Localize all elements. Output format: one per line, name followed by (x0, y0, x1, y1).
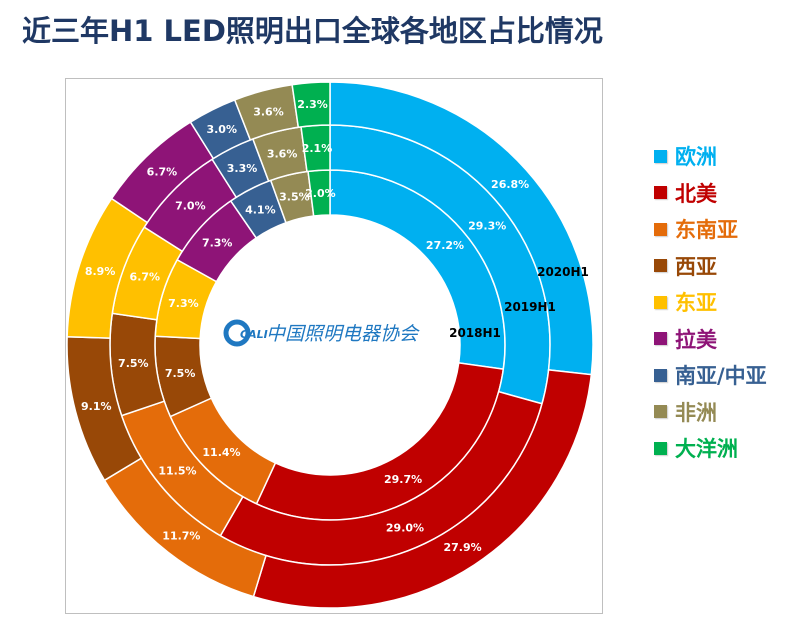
data-label: 9.1% (81, 400, 112, 413)
data-label: 2.0% (305, 187, 336, 200)
legend-swatch (654, 405, 667, 419)
legend-swatch (654, 186, 667, 200)
legend-swatch (654, 222, 667, 236)
data-label: 4.1% (245, 203, 276, 216)
data-label: 2.3% (297, 98, 328, 111)
ring-label-2020H1: 2020H1 (537, 265, 589, 279)
data-label: 27.2% (426, 239, 464, 252)
data-label: 11.7% (162, 529, 200, 542)
legend-item: 东亚 (654, 284, 767, 321)
data-label: 7.3% (202, 236, 233, 249)
data-label: 3.5% (279, 191, 310, 204)
legend-label: 欧洲 (675, 145, 717, 170)
legend-swatch (654, 259, 667, 273)
legend-swatch (654, 368, 667, 382)
legend-swatch (654, 295, 667, 309)
data-label: 26.8% (491, 178, 529, 191)
legend-label: 非洲 (675, 400, 717, 425)
legend-label: 北美 (675, 181, 717, 206)
data-label: 11.5% (158, 464, 196, 477)
data-label: 27.9% (444, 541, 482, 554)
data-label: 29.0% (386, 522, 424, 535)
legend-item: 东南亚 (654, 211, 767, 248)
legend-item: 欧洲 (654, 138, 767, 175)
data-label: 7.5% (165, 367, 196, 380)
ring-label-2019H1: 2019H1 (504, 300, 556, 314)
legend-swatch (654, 441, 667, 455)
data-label: 6.7% (147, 166, 178, 179)
legend-swatch (654, 149, 667, 163)
data-label: 7.3% (168, 297, 199, 310)
chart-frame (65, 78, 603, 614)
legend-label: 拉美 (675, 327, 717, 352)
data-label: 3.6% (267, 147, 298, 160)
legend-swatch (654, 332, 667, 346)
legend-item: 北美 (654, 175, 767, 212)
data-label: 11.4% (202, 446, 240, 459)
data-label: 29.3% (468, 219, 506, 232)
data-label: 3.0% (206, 123, 237, 136)
legend-item: 西亚 (654, 248, 767, 285)
legend-item: 大洋洲 (654, 430, 767, 467)
logo-text: 中国照明电器协会 (266, 323, 420, 345)
data-label: 3.3% (227, 162, 258, 175)
legend-item: 南亚/中亚 (654, 357, 767, 394)
data-label: 7.5% (118, 357, 149, 370)
logo-mark: CALI (240, 328, 268, 341)
legend-label: 南亚/中亚 (675, 364, 767, 389)
data-label: 8.9% (85, 265, 116, 278)
legend-item: 非洲 (654, 394, 767, 431)
data-label: 3.6% (253, 105, 284, 118)
legend-label: 大洋洲 (675, 437, 738, 462)
data-label: 2.1% (302, 142, 333, 155)
legend-label: 西亚 (675, 254, 717, 279)
legend-label: 东亚 (675, 291, 717, 316)
data-label: 6.7% (130, 270, 161, 283)
legend: 欧洲北美东南亚西亚东亚拉美南亚/中亚非洲大洋洲 (654, 138, 767, 467)
legend-item: 拉美 (654, 321, 767, 358)
data-label: 7.0% (175, 199, 206, 212)
data-label: 29.7% (384, 473, 422, 486)
chart-title: 近三年H1 LED照明出口全球各地区占比情况 (22, 14, 603, 48)
legend-label: 东南亚 (675, 218, 738, 243)
ring-label-2018H1: 2018H1 (449, 326, 501, 340)
logo-icon (223, 319, 251, 347)
slice-2020H1-8 (291, 81, 331, 129)
